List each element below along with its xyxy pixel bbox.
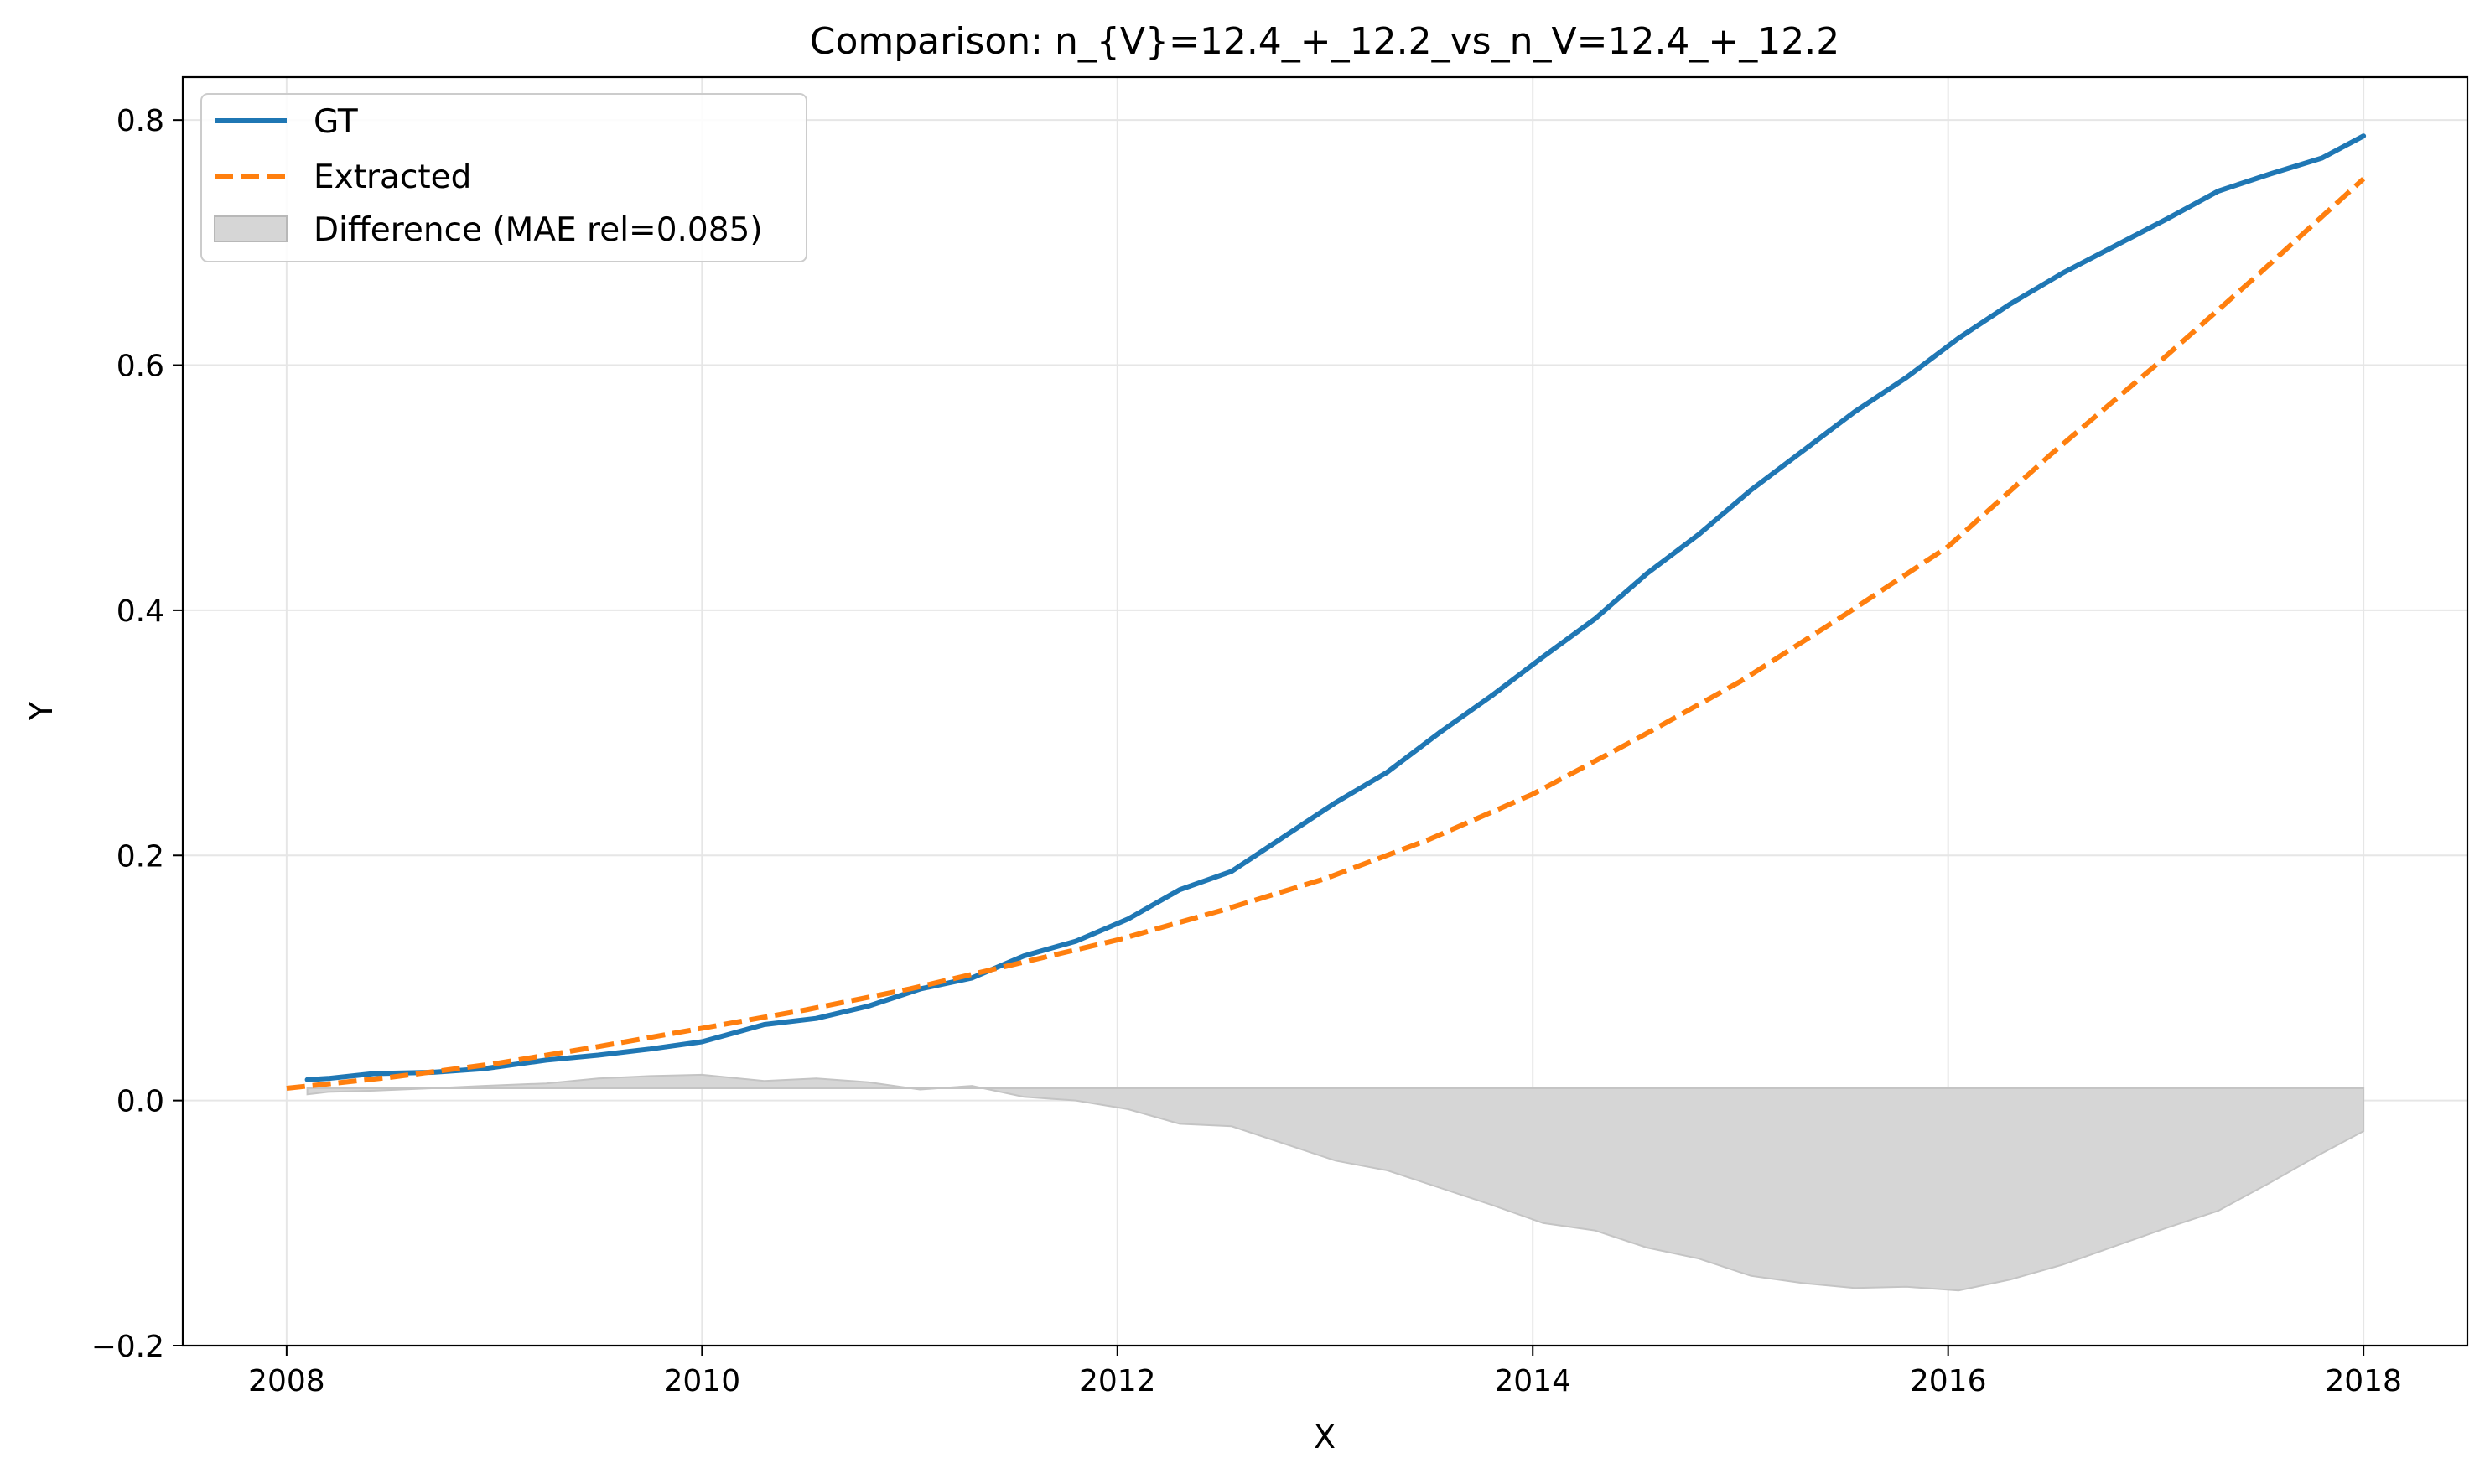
series-line-gt [304, 133, 2367, 1082]
y-tick-label: 0.6 [117, 350, 164, 384]
legend-label-extracted: Extracted [314, 158, 471, 196]
x-tick-label: 2012 [1079, 1364, 1156, 1398]
series-layer [286, 133, 2367, 1091]
legend-label-difference: Difference (MAE rel=0.085) [314, 211, 763, 249]
y-tick-label: −0.2 [91, 1330, 164, 1364]
x-tick-label: 2014 [1494, 1364, 1571, 1398]
legend: GT Extracted Difference (MAE rel=0.085) [200, 93, 807, 262]
chart-title: Comparison: n_{V}=12.4_+_12.2_vs_n_V=12.… [810, 20, 1840, 63]
legend-box [200, 93, 807, 262]
y-axis-label: Y [23, 701, 60, 722]
y-tick-label: 0.0 [117, 1085, 164, 1119]
y-tick-label: 0.2 [117, 839, 164, 874]
x-tick-label: 2008 [248, 1364, 325, 1398]
x-tick-label: 2010 [664, 1364, 741, 1398]
y-tick-label: 0.8 [117, 104, 164, 138]
difference-band [306, 1073, 2365, 1292]
y-tick-label: 0.4 [117, 594, 164, 629]
ticks: 2008 2010 2012 2014 2016 2018 −0.2 0.0 0.2 0.4 0.6… [91, 104, 2402, 1398]
difference-band-layer [306, 1073, 2365, 1292]
legend-swatch-difference [214, 215, 288, 242]
x-axis-label: X [1314, 1419, 1336, 1455]
axes-frame [181, 75, 2469, 1347]
series-line-extracted [286, 177, 2366, 1091]
legend-label-gt: GT [314, 103, 358, 141]
x-tick-label: 2016 [1910, 1364, 1987, 1398]
x-tick-label: 2018 [2325, 1364, 2402, 1398]
